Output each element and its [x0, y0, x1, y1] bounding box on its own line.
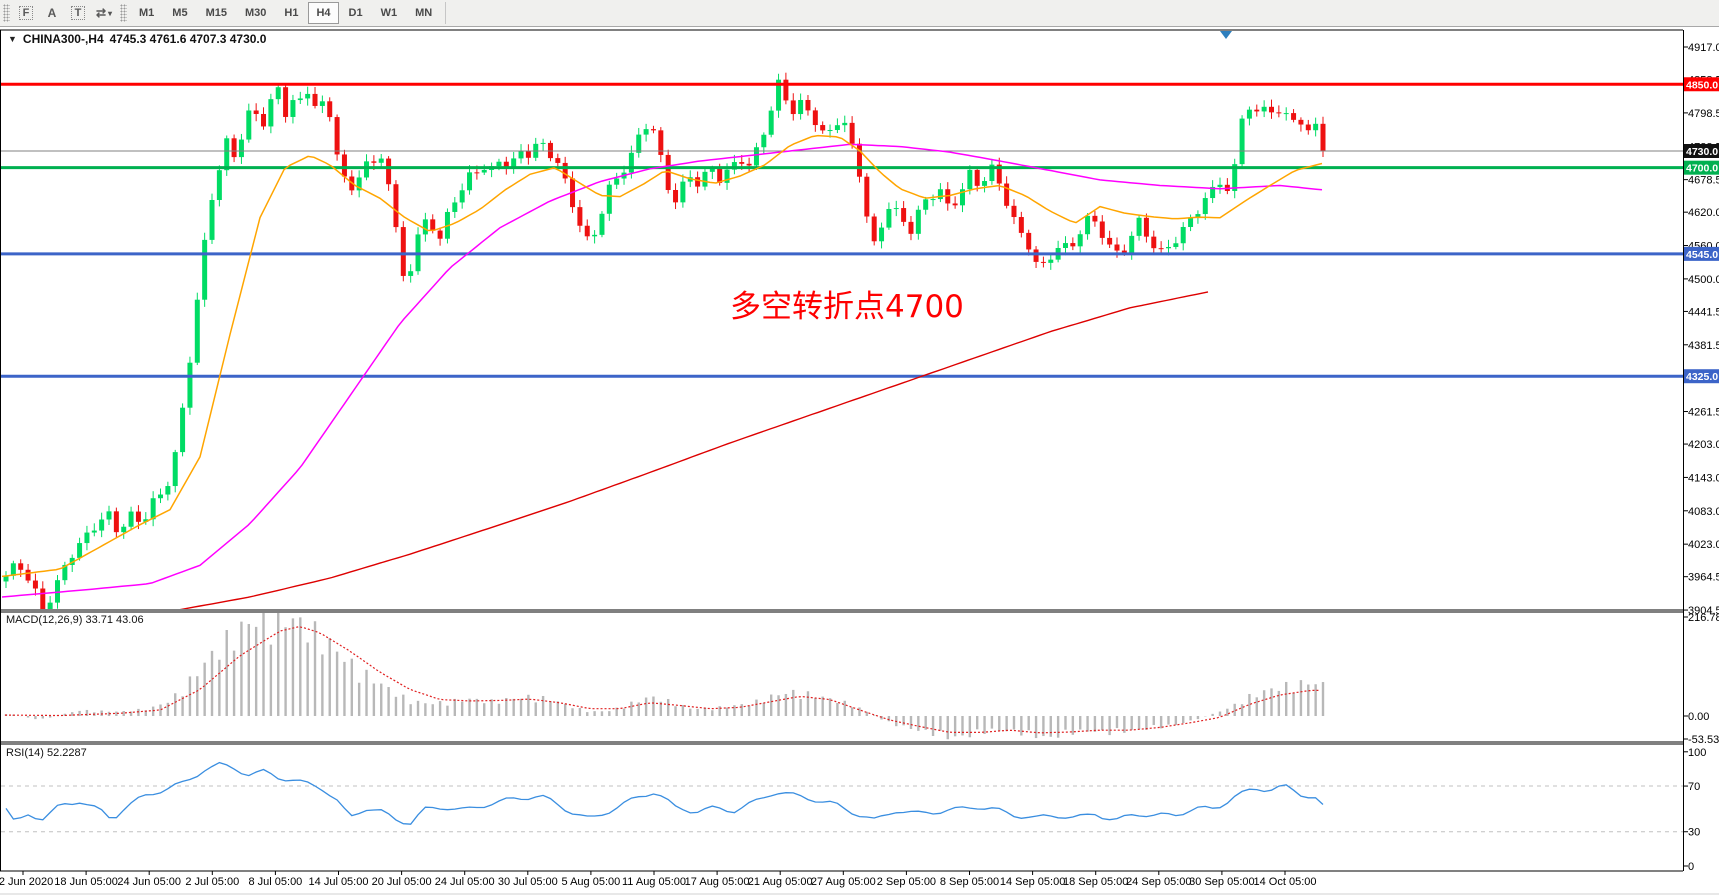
text-label-icon[interactable]: T	[66, 2, 90, 24]
svg-text:30 Sep 05:00: 30 Sep 05:00	[1189, 876, 1254, 888]
macd-pane	[4, 613, 1325, 740]
svg-text:20 Jul 05:00: 20 Jul 05:00	[372, 876, 432, 888]
svg-text:14 Sep 05:00: 14 Sep 05:00	[1000, 876, 1065, 888]
svg-text:4023.0: 4023.0	[1688, 539, 1719, 551]
text-annotation-icon[interactable]: A	[47, 6, 57, 20]
svg-text:24 Jun 05:00: 24 Jun 05:00	[117, 876, 181, 888]
macd-indicator-label: MACD(12,26,9) 33.71 43.06	[6, 614, 144, 626]
svg-text:100: 100	[1688, 747, 1706, 759]
svg-text:4381.5: 4381.5	[1688, 340, 1719, 352]
svg-text:4850.0: 4850.0	[1686, 79, 1718, 91]
toolbar: F A T ⇄ ▾ M1 M5 M15 M30 H1 H4 D1 W1 MN	[0, 0, 1719, 27]
svg-text:70: 70	[1688, 781, 1700, 793]
svg-text:24 Jul 05:00: 24 Jul 05:00	[435, 876, 495, 888]
svg-text:0.00: 0.00	[1688, 711, 1709, 723]
svg-text:4798.5: 4798.5	[1688, 108, 1719, 120]
timeframe-m1-button[interactable]: M1	[139, 7, 155, 19]
svg-text:4500.0: 4500.0	[1688, 274, 1719, 286]
timeframe-w1-button[interactable]: W1	[380, 7, 398, 19]
moving-averages	[1, 134, 1323, 609]
timeframe-m5-button[interactable]: M5	[172, 7, 188, 19]
horizontal-lines[interactable]	[1, 82, 1683, 378]
svg-text:4203.0: 4203.0	[1688, 439, 1719, 451]
svg-text:21 Aug 05:00: 21 Aug 05:00	[748, 876, 813, 888]
timeframe-toolbar: M1 M5 M15 M30 H1 H4 D1 W1 MN	[130, 2, 447, 24]
svg-text:0: 0	[1688, 861, 1694, 873]
toolbar-grip[interactable]	[3, 4, 10, 22]
timeframe-mn-button[interactable]: MN	[415, 7, 433, 19]
svg-text:30: 30	[1688, 827, 1700, 839]
svg-text:24 Sep 05:00: 24 Sep 05:00	[1126, 876, 1191, 888]
swap-arrows-icon[interactable]: ⇄ ▾	[95, 6, 113, 20]
drawing-tools-group: F A T ⇄ ▾	[13, 2, 117, 24]
timeframe-d1-button[interactable]: D1	[348, 7, 363, 19]
svg-text:4261.5: 4261.5	[1688, 407, 1719, 419]
symbol-period-label: CHINA300-,H4	[22, 32, 104, 46]
collapse-arrow-icon[interactable]: ▼	[8, 34, 17, 44]
timeframe-m15-button[interactable]: M15	[205, 7, 227, 19]
svg-text:14 Jul 05:00: 14 Jul 05:00	[309, 876, 369, 888]
svg-text:4325.0: 4325.0	[1686, 371, 1718, 383]
svg-text:3904.5: 3904.5	[1688, 605, 1719, 617]
pane-borders	[0, 29, 1684, 872]
chart-text-annotation[interactable]: 多空转折点4700	[730, 289, 964, 325]
svg-text:4620.0: 4620.0	[1688, 207, 1719, 219]
svg-text:27 Aug 05:00: 27 Aug 05:00	[811, 876, 876, 888]
svg-text:-53.53: -53.53	[1688, 734, 1719, 746]
svg-text:4917.0: 4917.0	[1688, 42, 1719, 54]
svg-text:4083.0: 4083.0	[1688, 506, 1719, 518]
svg-text:216.78: 216.78	[1688, 612, 1719, 624]
svg-text:5 Aug 05:00: 5 Aug 05:00	[562, 876, 621, 888]
svg-text:30 Jul 05:00: 30 Jul 05:00	[498, 876, 558, 888]
svg-text:11 Aug 05:00: 11 Aug 05:00	[622, 876, 686, 888]
svg-text:4730.0: 4730.0	[1686, 146, 1718, 158]
svg-text:4678.5: 4678.5	[1688, 175, 1719, 187]
svg-text:4545.0: 4545.0	[1686, 249, 1718, 261]
chart-shift-marker-icon[interactable]	[1220, 31, 1232, 39]
timeframe-h4-button[interactable]: H4	[308, 2, 339, 24]
svg-text:4441.5: 4441.5	[1688, 306, 1719, 318]
ohlc-values: 4745.3 4761.6 4707.3 4730.0	[109, 32, 267, 46]
chart-title: ▼ CHINA300-,H4 4745.3 4761.6 4707.3 4730…	[8, 32, 266, 46]
svg-text:8 Sep 05:00: 8 Sep 05:00	[940, 876, 999, 888]
svg-text:2 Jul 05:00: 2 Jul 05:00	[185, 876, 239, 888]
svg-text:8 Jul 05:00: 8 Jul 05:00	[248, 876, 302, 888]
svg-text:2 Sep 05:00: 2 Sep 05:00	[877, 876, 936, 888]
svg-text:12 Jun 2020: 12 Jun 2020	[0, 876, 53, 888]
rsi-indicator-label: RSI(14) 52.2287	[6, 747, 87, 759]
toolbar-grip[interactable]	[120, 4, 127, 22]
dropdown-caret-icon[interactable]: ▾	[108, 8, 113, 18]
price-badges: 4850.0 4730.0 4700.0 4545.0 4325.0	[1684, 77, 1719, 384]
rsi-pane	[1, 761, 1683, 833]
candlestick-series	[3, 72, 1326, 609]
template-f-icon[interactable]: F	[14, 2, 38, 24]
svg-text:17 Aug 05:00: 17 Aug 05:00	[685, 876, 750, 888]
svg-text:4143.0: 4143.0	[1688, 472, 1719, 484]
svg-text:14 Oct 05:00: 14 Oct 05:00	[1254, 876, 1317, 888]
svg-text:18 Sep 05:00: 18 Sep 05:00	[1063, 876, 1128, 888]
svg-text:18 Jun 05:00: 18 Jun 05:00	[54, 876, 118, 888]
timeframe-m30-button[interactable]: M30	[244, 7, 267, 19]
timeframe-h1-button[interactable]: H1	[284, 7, 299, 19]
svg-text:4700.0: 4700.0	[1686, 163, 1718, 175]
svg-text:3964.5: 3964.5	[1688, 572, 1719, 584]
